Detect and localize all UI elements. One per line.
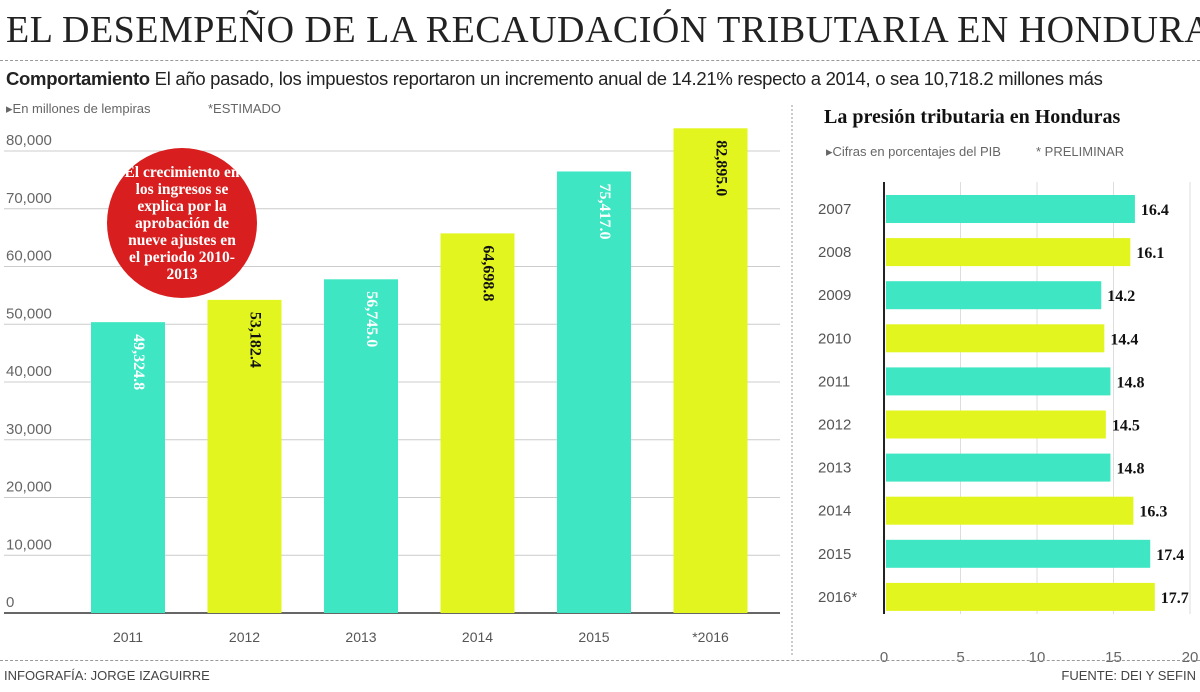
- y-tick-label: 2012: [818, 417, 851, 434]
- y-tick-label: 40,000: [6, 363, 52, 380]
- annotation-text: El crecimiento en los ingresos se explic…: [124, 163, 240, 283]
- data-label: 49,324.8: [130, 334, 147, 390]
- bar: [886, 324, 1105, 353]
- x-tick-label: 0: [880, 649, 888, 666]
- y-tick-label: 30,000: [6, 421, 52, 438]
- data-label: 14.2: [1107, 288, 1135, 305]
- data-label: 16.1: [1136, 245, 1164, 262]
- data-label: 14.8: [1116, 374, 1144, 391]
- y-tick-label: 2009: [818, 287, 851, 304]
- y-tick-label: 2013: [818, 460, 851, 477]
- x-tick-label: 2012: [229, 629, 260, 645]
- x-tick-label: 5: [956, 649, 964, 666]
- bar: [886, 539, 1151, 568]
- unit-note-text: Cifras en porcentajes del PIB: [832, 144, 1001, 159]
- divider: [0, 60, 1200, 61]
- data-label: 64,698.8: [480, 245, 497, 301]
- y-tick-label: 2015: [818, 546, 851, 563]
- x-tick-label: 2013: [345, 629, 376, 645]
- bar: [886, 238, 1131, 267]
- bar: [886, 281, 1102, 310]
- y-tick-label: 0: [6, 594, 14, 611]
- y-tick-label: 2007: [818, 201, 851, 218]
- x-tick-label: *2016: [692, 629, 729, 645]
- page-title: EL DESEMPEÑO DE LA RECAUDACIÓN TRIBUTARI…: [6, 9, 1200, 51]
- data-label: 16.3: [1139, 504, 1167, 521]
- subtitle: Comportamiento El año pasado, los impues…: [6, 68, 1103, 90]
- left-asterisk-note: *ESTIMADO: [208, 101, 281, 116]
- bar: [886, 410, 1106, 439]
- x-tick-label: 20: [1182, 649, 1199, 666]
- x-tick-label: 15: [1105, 649, 1122, 666]
- x-tick-label: 10: [1029, 649, 1046, 666]
- data-label: 17.4: [1156, 547, 1184, 564]
- bar: [207, 299, 282, 613]
- right-asterisk-note: * PRELIMINAR: [1036, 144, 1125, 159]
- left-unit-note: ▸En millones de lempiras: [6, 101, 151, 116]
- data-label: 14.5: [1112, 418, 1140, 435]
- subtitle-text: El año pasado, los impuestos reportaron …: [149, 68, 1103, 89]
- bar: [886, 582, 1155, 611]
- bar: [886, 453, 1111, 482]
- data-label: 56,745.0: [363, 291, 380, 347]
- subtitle-bold: Comportamiento: [6, 68, 150, 89]
- y-tick-label: 2010: [818, 330, 851, 347]
- bar: [324, 279, 398, 613]
- data-label: 14.4: [1110, 331, 1138, 348]
- y-tick-label: 10,000: [6, 536, 52, 553]
- bar: [91, 322, 165, 613]
- x-tick-label: 2015: [578, 629, 609, 645]
- bar: [557, 171, 631, 613]
- right-unit-note: ▸Cifras en porcentajes del PIB: [826, 144, 1001, 159]
- bar: [886, 367, 1111, 396]
- y-tick-label: 60,000: [6, 248, 52, 265]
- y-tick-label: 2011: [818, 373, 850, 390]
- y-tick-label: 80,000: [6, 132, 52, 149]
- y-tick-label: 2016*: [818, 589, 857, 606]
- credit: INFOGRAFÍA: JORGE IZAGUIRRE: [4, 668, 210, 683]
- y-tick-label: 70,000: [6, 190, 52, 207]
- annotation-bubble: El crecimiento en los ingresos se explic…: [107, 148, 257, 298]
- footer-divider: [0, 660, 1200, 661]
- x-tick-label: 2014: [462, 629, 493, 645]
- y-tick-label: 2008: [818, 244, 851, 261]
- y-tick-label: 20,000: [6, 479, 52, 496]
- data-label: 16.4: [1141, 202, 1169, 219]
- x-tick-label: 2011: [113, 629, 143, 645]
- right-chart-title: La presión tributaria en Honduras: [824, 106, 1121, 128]
- data-label: 53,182.4: [247, 312, 264, 368]
- data-label: 14.8: [1116, 461, 1144, 478]
- y-tick-label: 50,000: [6, 305, 52, 322]
- data-label: 82,895.0: [713, 140, 730, 196]
- source: FUENTE: DEI Y SEFIN: [1061, 668, 1196, 683]
- bar: [673, 128, 748, 613]
- unit-note-text: En millones de lempiras: [12, 101, 151, 116]
- data-label: 75,417.0: [596, 183, 613, 239]
- y-tick-label: 2014: [818, 503, 851, 520]
- data-label: 17.7: [1161, 590, 1189, 607]
- bar: [886, 195, 1135, 223]
- bar: [886, 496, 1134, 525]
- bar: [440, 233, 515, 613]
